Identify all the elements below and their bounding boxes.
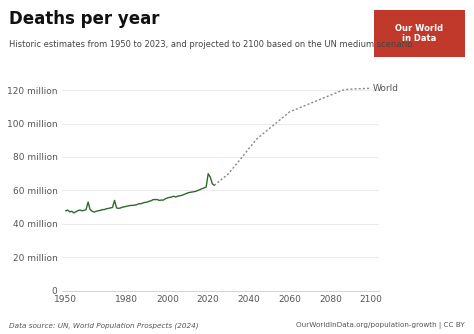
Text: Data source: UN, World Population Prospects (2024): Data source: UN, World Population Prospe… (9, 322, 199, 329)
Text: Our World
in Data: Our World in Data (395, 24, 444, 43)
Text: Deaths per year: Deaths per year (9, 10, 160, 28)
Text: OurWorldInData.org/population-growth | CC BY: OurWorldInData.org/population-growth | C… (296, 322, 465, 329)
Text: World: World (373, 84, 399, 93)
Text: Historic estimates from 1950 to 2023, and projected to 2100 based on the UN medi: Historic estimates from 1950 to 2023, an… (9, 40, 416, 49)
